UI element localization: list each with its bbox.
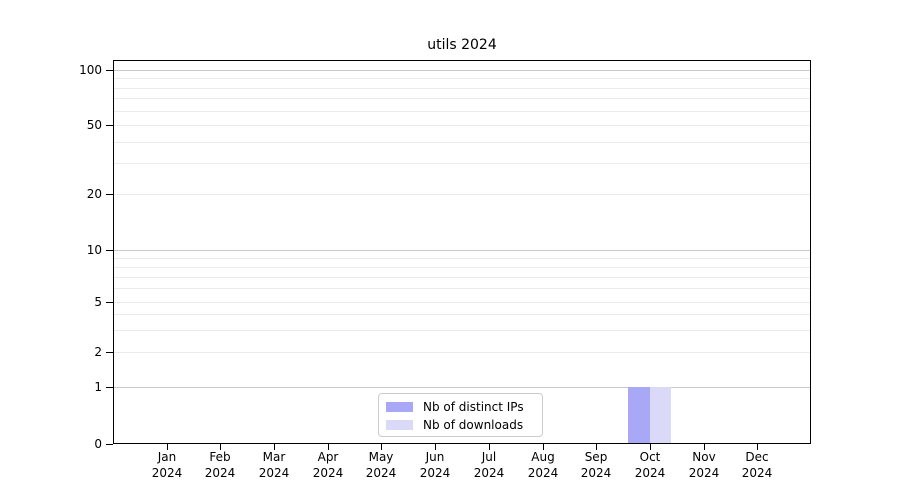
x-tick-month: Jun: [425, 450, 445, 464]
x-tick-year: 2024: [527, 466, 559, 480]
gridline-y-40: [114, 142, 810, 143]
gridline-y-90: [114, 78, 810, 79]
x-tick-label-apr-2024: Apr 2024: [296, 449, 360, 481]
y-tick-label-5: 5: [94, 295, 102, 309]
gridline-y-9: [114, 258, 810, 259]
x-tick-label-sep-2024: Sep 2024: [564, 449, 628, 481]
x-tick-year: 2024: [634, 466, 666, 480]
x-tick-aug-2024: [543, 444, 544, 450]
y-tick-10: [106, 250, 113, 251]
chart-title: utils 2024: [427, 37, 497, 53]
y-tick-label-50: 50: [86, 118, 102, 132]
gridline-y-4: [114, 314, 810, 315]
legend-item-1: Nb of downloads: [379, 416, 542, 434]
x-tick-feb-2024: [220, 444, 221, 450]
gridline-y-80: [114, 88, 810, 89]
plot-area: [113, 60, 811, 444]
y-tick-label-10: 10: [86, 243, 102, 257]
x-tick-year: 2024: [580, 466, 612, 480]
gridline-y-10: [114, 250, 810, 251]
y-tick-0: [106, 444, 113, 445]
gridline-y-7: [114, 277, 810, 278]
gridline-y-70: [114, 98, 810, 99]
x-tick-sep-2024: [596, 444, 597, 450]
y-tick-50: [106, 125, 113, 126]
legend-label-1: Nb of downloads: [423, 418, 524, 432]
gridline-y-8: [114, 267, 810, 268]
x-tick-month: Sep: [584, 450, 608, 464]
x-tick-month: Aug: [531, 450, 555, 464]
x-tick-jul-2024: [489, 444, 490, 450]
gridline-y-60: [114, 111, 810, 112]
x-tick-year: 2024: [258, 466, 290, 480]
gridline-y-6: [114, 288, 810, 289]
x-tick-year: 2024: [365, 466, 397, 480]
x-tick-oct-2024: [650, 444, 651, 450]
x-tick-label-jun-2024: Jun 2024: [403, 449, 467, 481]
x-tick-label-feb-2024: Feb 2024: [188, 449, 252, 481]
x-tick-label-jan-2024: Jan 2024: [135, 449, 199, 481]
y-tick-2: [106, 352, 113, 353]
y-tick-label-0: 0: [94, 437, 102, 451]
x-tick-label-jul-2024: Jul 2024: [457, 449, 521, 481]
y-tick-label-2: 2: [94, 345, 102, 359]
gridline-y-20: [114, 194, 810, 195]
x-tick-month: Mar: [262, 450, 286, 464]
y-tick-5: [106, 302, 113, 303]
bar-nb-of-downloads-oct-2024: [649, 387, 672, 443]
y-tick-20: [106, 194, 113, 195]
x-tick-may-2024: [381, 444, 382, 450]
legend: Nb of distinct IPs Nb of downloads: [378, 393, 543, 437]
gridline-y-1: [114, 387, 810, 388]
gridline-y-3: [114, 330, 810, 331]
y-tick-1: [106, 387, 113, 388]
bar-nb-of-distinct-ips-oct-2024: [628, 387, 650, 443]
x-tick-month: Jan: [157, 450, 177, 464]
x-tick-year: 2024: [473, 466, 505, 480]
gridline-y-2: [114, 352, 810, 353]
x-tick-month: Apr: [317, 450, 339, 464]
x-tick-year: 2024: [312, 466, 344, 480]
x-tick-month: May: [368, 450, 394, 464]
x-tick-month: Oct: [639, 450, 661, 464]
x-tick-month: Nov: [692, 450, 716, 464]
x-tick-year: 2024: [204, 466, 236, 480]
x-tick-label-nov-2024: Nov 2024: [672, 449, 736, 481]
x-tick-month: Dec: [745, 450, 769, 464]
y-tick-label-1: 1: [94, 380, 102, 394]
x-tick-jan-2024: [167, 444, 168, 450]
y-tick-label-20: 20: [86, 187, 102, 201]
legend-label-0: Nb of distinct IPs: [423, 400, 524, 414]
x-tick-nov-2024: [704, 444, 705, 450]
x-tick-year: 2024: [151, 466, 183, 480]
x-tick-month: Jul: [481, 450, 497, 464]
x-tick-label-oct-2024: Oct 2024: [618, 449, 682, 481]
x-tick-dec-2024: [757, 444, 758, 450]
x-tick-mar-2024: [274, 444, 275, 450]
legend-rows: Nb of distinct IPs Nb of downloads: [379, 398, 542, 434]
x-tick-year: 2024: [741, 466, 773, 480]
y-tick-label-100: 100: [79, 63, 102, 77]
legend-swatch-1: [386, 420, 413, 430]
legend-swatch-0: [386, 402, 413, 412]
x-tick-label-aug-2024: Aug 2024: [511, 449, 575, 481]
x-tick-label-may-2024: May 2024: [349, 449, 413, 481]
y-tick-100: [106, 70, 113, 71]
x-tick-label-mar-2024: Mar 2024: [242, 449, 306, 481]
x-tick-year: 2024: [419, 466, 451, 480]
gridline-y-5: [114, 302, 810, 303]
x-tick-year: 2024: [688, 466, 720, 480]
x-tick-apr-2024: [328, 444, 329, 450]
gridline-y-50: [114, 125, 810, 126]
x-tick-jun-2024: [435, 444, 436, 450]
x-tick-month: Feb: [209, 450, 231, 464]
legend-item-0: Nb of distinct IPs: [379, 398, 542, 416]
gridline-y-30: [114, 163, 810, 164]
x-tick-label-dec-2024: Dec 2024: [725, 449, 789, 481]
gridline-y-100: [114, 70, 810, 71]
